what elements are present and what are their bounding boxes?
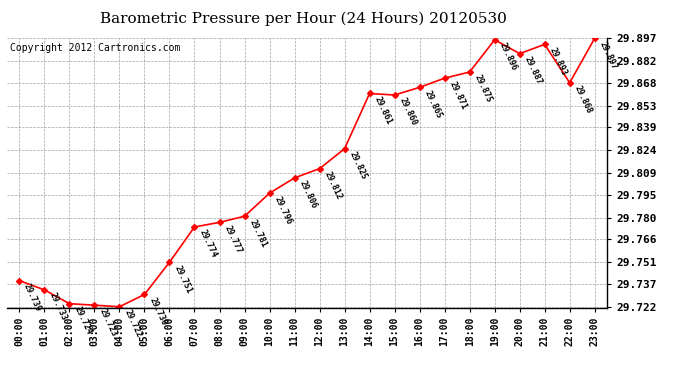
Text: 29.871: 29.871 — [447, 80, 469, 111]
Text: 29.861: 29.861 — [373, 95, 393, 126]
Text: 29.865: 29.865 — [422, 89, 443, 120]
Text: 29.733: 29.733 — [47, 291, 68, 322]
Text: Copyright 2012 Cartronics.com: Copyright 2012 Cartronics.com — [10, 43, 180, 53]
Text: 29.806: 29.806 — [297, 179, 318, 210]
Text: 29.868: 29.868 — [573, 84, 593, 115]
Text: 29.896: 29.896 — [497, 41, 518, 72]
Text: 29.860: 29.860 — [397, 96, 418, 128]
Text: 29.774: 29.774 — [197, 228, 218, 260]
Text: 29.722: 29.722 — [122, 308, 143, 339]
Text: 29.887: 29.887 — [522, 55, 543, 86]
Text: 29.875: 29.875 — [473, 74, 493, 104]
Text: 29.893: 29.893 — [547, 46, 569, 77]
Text: 29.777: 29.777 — [222, 224, 243, 255]
Text: 29.739: 29.739 — [22, 282, 43, 313]
Text: 29.812: 29.812 — [322, 170, 343, 201]
Text: 29.897: 29.897 — [598, 40, 618, 70]
Text: Barometric Pressure per Hour (24 Hours) 20120530: Barometric Pressure per Hour (24 Hours) … — [100, 11, 507, 26]
Text: 29.723: 29.723 — [97, 307, 118, 338]
Text: 29.781: 29.781 — [247, 217, 268, 249]
Text: 29.825: 29.825 — [347, 150, 368, 181]
Text: 29.796: 29.796 — [273, 195, 293, 226]
Text: 29.730: 29.730 — [147, 296, 168, 327]
Text: 29.724: 29.724 — [72, 305, 93, 336]
Text: 29.751: 29.751 — [172, 264, 193, 295]
